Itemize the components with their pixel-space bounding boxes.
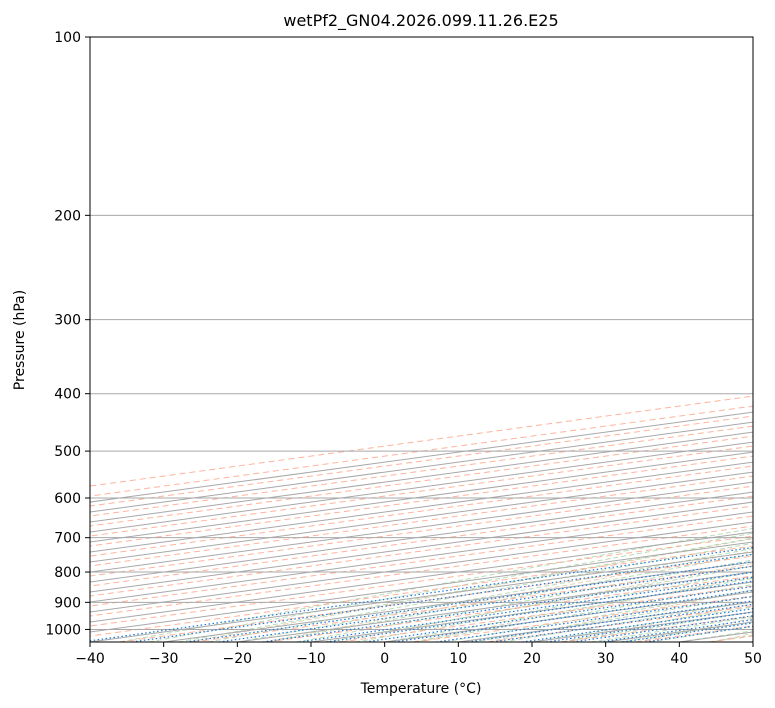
isotherm-grid-7 <box>90 481 753 573</box>
moist-adiabat-1 <box>148 532 753 642</box>
moist-adiabat-3 <box>207 542 753 642</box>
y-tick-label-6: 700 <box>54 531 81 547</box>
mixing-ratio-line-2 <box>185 561 753 642</box>
moist-adiabat-8 <box>355 571 753 642</box>
dry-adiabat-1 <box>263 550 753 642</box>
mixing-ratio-line-9 <box>436 595 753 642</box>
y-tick-label-4: 500 <box>54 444 81 460</box>
x-tick-label-3: −10 <box>296 651 326 667</box>
x-tick-label-0: −40 <box>75 651 105 667</box>
y-tick-label-5: 600 <box>54 491 81 507</box>
x-axis-ticks: −40 −30 −20 −10 0 10 20 30 40 50 <box>75 642 762 667</box>
moist-adiabat-0 <box>119 527 753 642</box>
x-tick-label-7: 30 <box>597 651 615 667</box>
y-axis-ticks: 100 200 300 400 500 600 700 800 900 1000 <box>45 30 90 638</box>
x-tick-label-4: 0 <box>380 651 389 667</box>
isotherm-grid-8 <box>90 491 753 583</box>
x-tick-label-2: −20 <box>223 651 253 667</box>
x-tick-label-8: 40 <box>670 651 688 667</box>
isotherm-grid-11 <box>90 521 753 613</box>
moist-adiabat-4 <box>237 548 753 642</box>
y-axis-label: Pressure (hPa) <box>12 290 28 390</box>
x-tick-label-1: −30 <box>149 651 179 667</box>
mixing-ratio-lines <box>90 546 753 642</box>
chart-title: wetPf2_GN04.2026.099.11.26.E25 <box>283 11 558 31</box>
dry-adiabat-2 <box>338 562 753 642</box>
mixing-ratio-line-13 <box>546 611 753 642</box>
mixing-ratio-line-0 <box>90 546 753 642</box>
isotherm-grid-4 <box>90 451 753 543</box>
isotherm-grid-9 <box>90 501 753 593</box>
y-tick-label-2: 300 <box>54 313 81 329</box>
isotherm-grid-6 <box>90 471 753 563</box>
dry-adiabat-4 <box>487 589 753 642</box>
isotherm-grid-10 <box>90 511 753 603</box>
mixing-ratio-line-11 <box>492 603 753 642</box>
x-tick-label-6: 20 <box>523 651 541 667</box>
plot-frame <box>89 36 754 643</box>
mixing-ratio-line-12 <box>522 608 753 642</box>
y-tick-label-7: 800 <box>54 565 81 581</box>
y-tick-label-3: 400 <box>54 387 81 403</box>
mixing-ratio-line-1 <box>131 553 753 642</box>
moist-adiabat-7 <box>325 565 753 642</box>
skewed-isotherm-grid <box>90 411 753 642</box>
y-tick-label-0: 100 <box>54 30 81 46</box>
mixing-ratio-line-10 <box>467 600 753 642</box>
x-tick-label-5: 10 <box>449 651 467 667</box>
x-tick-label-9: 50 <box>744 651 762 667</box>
y-tick-label-8: 900 <box>54 595 81 611</box>
moist-adiabat-2 <box>178 537 753 642</box>
x-axis-label: Temperature (°C) <box>360 681 482 697</box>
isotherm-grid-12 <box>90 531 753 623</box>
isotherm-grid-5 <box>90 461 753 553</box>
plot-area: -100-90-80-70-60-50-40-30-20-10010203040… <box>90 214 753 642</box>
y-tick-label-9: 1000 <box>45 622 81 638</box>
y-tick-label-1: 200 <box>54 208 81 224</box>
